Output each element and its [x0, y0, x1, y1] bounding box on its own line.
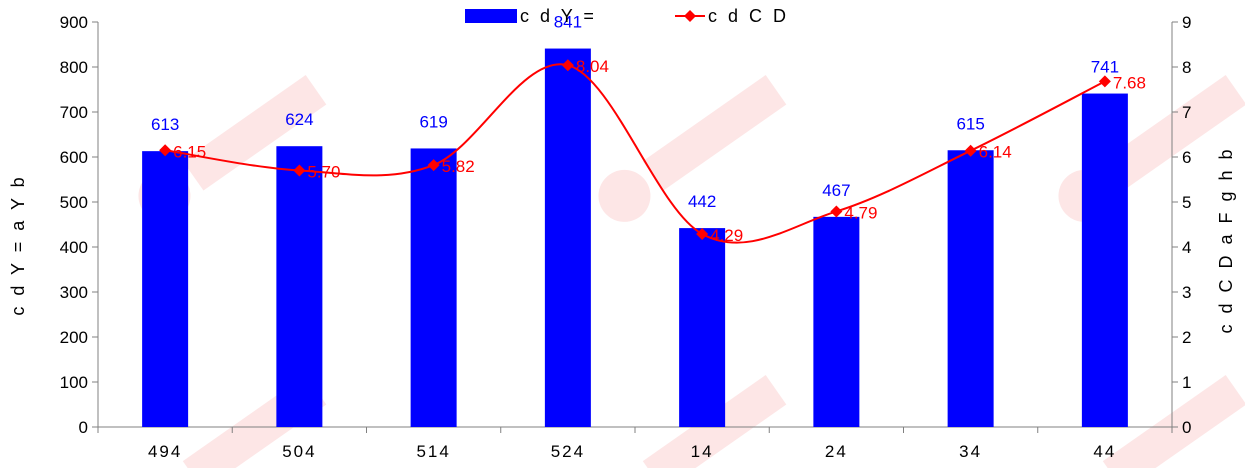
bar-value-label: 841	[554, 13, 582, 32]
y2-tick-label: 9	[1182, 13, 1191, 32]
line-point	[1098, 75, 1111, 88]
bar	[142, 151, 189, 427]
line-point	[293, 164, 306, 177]
legend-bar-swatch	[465, 9, 517, 23]
bar	[947, 150, 994, 427]
y2-tick-label: 7	[1182, 103, 1191, 122]
bar	[544, 48, 591, 428]
y-tick-label: 800	[60, 58, 88, 77]
y2-tick-label: 4	[1182, 238, 1191, 257]
x-tick-label: 494	[148, 442, 182, 461]
bar	[813, 216, 860, 427]
x-tick-label: 34	[959, 442, 982, 461]
y2-tick-label: 8	[1182, 58, 1191, 77]
y-tick-label: 400	[60, 238, 88, 257]
y-tick-label: 300	[60, 283, 88, 302]
y-tick-label: 600	[60, 148, 88, 167]
bar-value-label: 615	[956, 114, 984, 133]
bar-value-label: 619	[419, 112, 447, 131]
x-tick-label: 24	[825, 442, 848, 461]
line-value-label: 4.79	[844, 203, 877, 222]
line-value-label: 5.70	[307, 163, 340, 182]
y-tick-label: 500	[60, 193, 88, 212]
line-point	[561, 59, 574, 72]
y-tick-label: 900	[60, 13, 88, 32]
bar	[679, 228, 726, 427]
line-point	[830, 205, 843, 218]
bar-value-label: 442	[688, 192, 716, 211]
line-value-label: 5.82	[442, 157, 475, 176]
x-tick-label: 14	[691, 442, 714, 461]
y2-tick-label: 5	[1182, 193, 1191, 212]
y-axis-title: c d Y = a Y b	[8, 174, 28, 315]
x-tick-label: 44	[1093, 442, 1116, 461]
legend-bar-label: c d Y =	[520, 6, 597, 26]
y2-tick-label: 0	[1182, 418, 1191, 437]
bar	[1081, 93, 1128, 428]
legend-line-label: c d C D	[708, 6, 789, 26]
line-series	[159, 59, 1111, 244]
y-tick-label: 100	[60, 373, 88, 392]
y2-axis-title: c d C D a F g h b	[1216, 146, 1236, 333]
y2-tick-label: 6	[1182, 148, 1191, 167]
line-value-label: 4.29	[710, 226, 743, 245]
bar-value-label: 467	[822, 181, 850, 200]
y-tick-label: 0	[79, 418, 88, 437]
series-line	[164, 63, 1106, 244]
x-tick-label: 524	[551, 442, 585, 461]
line-point	[427, 159, 440, 172]
line-point	[159, 144, 172, 157]
bar-value-label: 741	[1091, 58, 1119, 77]
bar-value-label: 624	[285, 110, 313, 129]
data-labels: 613 624 619 841 442 467 615 741 6.15 5.70 5.82 8.04…	[151, 13, 1146, 245]
y2-tick-label: 2	[1182, 328, 1191, 347]
line-value-label: 6.14	[979, 143, 1012, 162]
bar	[276, 146, 323, 427]
x-tick-label: 504	[282, 442, 316, 461]
x-tick-label: 514	[416, 442, 450, 461]
legend-line-marker	[684, 10, 696, 22]
line-value-label: 7.68	[1113, 73, 1146, 92]
y2-tick-label: 3	[1182, 283, 1191, 302]
line-value-label: 6.15	[173, 142, 206, 161]
y2-tick-label: 1	[1182, 373, 1191, 392]
y-tick-label: 200	[60, 328, 88, 347]
bar-series	[142, 48, 1128, 428]
bar	[410, 148, 457, 427]
line-point	[696, 227, 709, 240]
bar-value-label: 613	[151, 115, 179, 134]
legend: c d Y = c d C D	[465, 6, 789, 26]
line-point	[964, 144, 977, 157]
y-tick-label: 700	[60, 103, 88, 122]
line-value-label: 8.04	[576, 57, 609, 76]
